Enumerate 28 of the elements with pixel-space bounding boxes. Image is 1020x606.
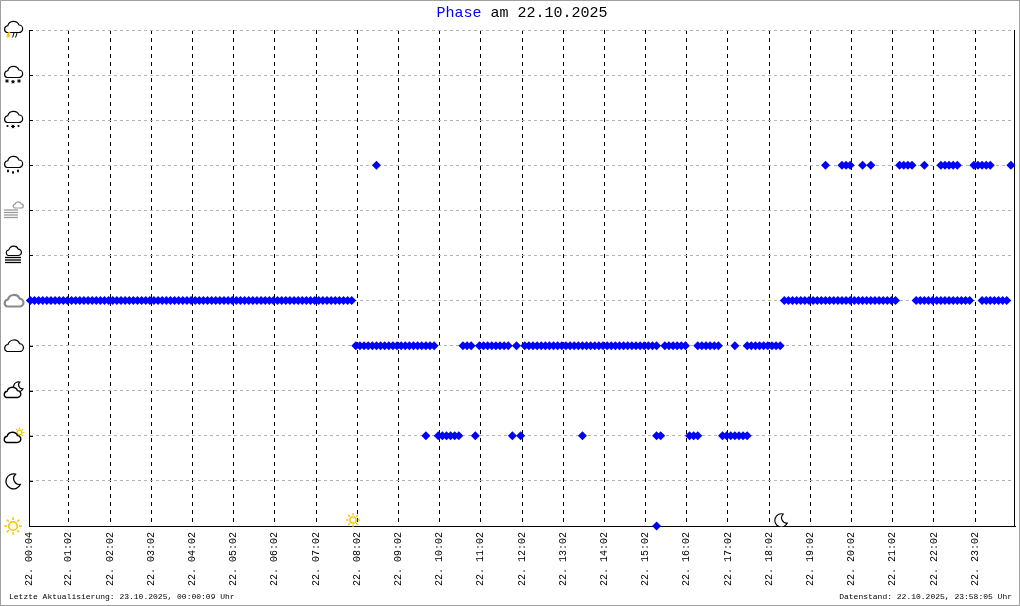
x-tick-label: 22. 01:02 xyxy=(63,532,75,587)
x-tick-label: 22. 06:02 xyxy=(269,532,281,587)
x-tick-label: 22. 12:02 xyxy=(516,532,528,587)
x-tick-label: 22. 22:02 xyxy=(928,532,940,587)
text: Phase xyxy=(436,5,482,22)
x-tick-label: 22. 09:02 xyxy=(393,532,405,587)
x-tick-label: 22. 19:02 xyxy=(805,532,817,587)
chart-title: am 22.10.2025 xyxy=(490,5,608,22)
x-tick-label: 22. 23:02 xyxy=(969,532,981,587)
x-tick-label: 22. 15:02 xyxy=(640,532,652,587)
text: Datenstand: 22.10.2025, 23:58:05 Uhr xyxy=(839,592,1012,602)
x-tick-label: 22. 02:02 xyxy=(104,532,116,587)
x-tick-label: 22. 00:04 xyxy=(23,532,35,587)
x-tick-label: 22. 18:02 xyxy=(763,532,775,587)
x-tick-label: 22. 11:02 xyxy=(475,532,487,587)
x-tick-label: 22. 21:02 xyxy=(887,532,899,587)
x-tick-label: 22. 07:02 xyxy=(310,532,322,587)
x-tick-label: 22. 16:02 xyxy=(681,532,693,587)
x-tick-label: 22. 13:02 xyxy=(557,532,569,587)
x-tick-label: 22. 20:02 xyxy=(846,532,858,587)
x-tick-label: 22. 03:02 xyxy=(145,532,157,587)
x-tick-label: 22. 10:02 xyxy=(434,532,446,587)
x-tick-label: 22. 14:02 xyxy=(599,532,611,587)
text: Letzte Aktualisierung: 23.10.2025, 00:00:09 Uhr xyxy=(9,592,235,602)
x-tick-label: 22. 04:02 xyxy=(187,532,199,587)
x-tick-label: 22. 05:02 xyxy=(228,532,240,587)
x-tick-label: 22. 17:02 xyxy=(722,532,734,587)
x-tick-label: 22. 08:02 xyxy=(351,532,363,587)
